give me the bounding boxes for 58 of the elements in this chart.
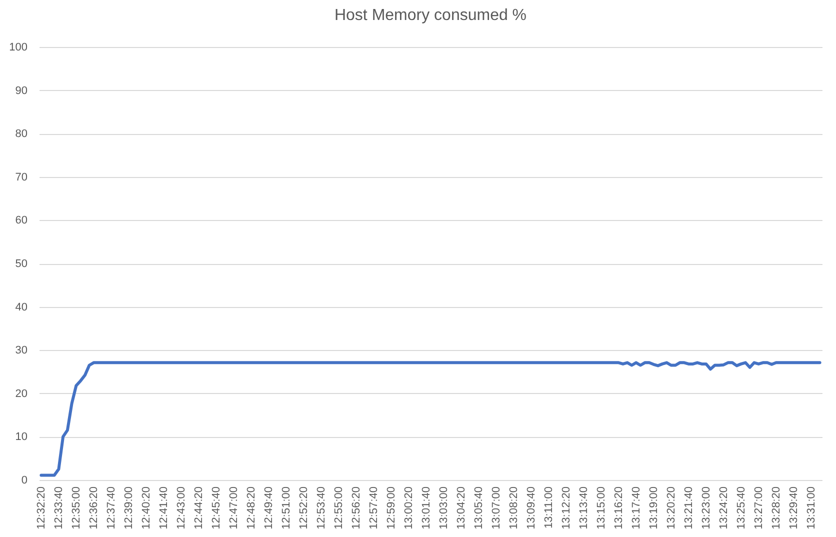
y-tick-label: 10 [15,431,28,444]
y-tick-label: 60 [15,214,28,227]
x-tick-label: 13:07:00 [490,486,503,530]
chart-title: Host Memory consumed % [334,7,527,24]
x-tick-label: 13:04:20 [456,486,468,530]
y-tick-label: 70 [15,171,28,184]
x-tick-label: 13:19:00 [648,486,660,530]
x-tick-label: 12:37:40 [106,486,118,530]
x-tick-label: 13:12:20 [560,486,573,530]
x-tick-label: 13:20:20 [666,486,678,530]
y-tick-label: 40 [15,301,28,314]
x-tick-label: 13:27:00 [753,486,766,530]
x-tick-label: 12:40:20 [140,486,153,530]
x-tick-label: 13:29:40 [788,486,800,530]
y-tick-label: 30 [15,344,28,357]
x-tick-label: 13:08:20 [508,486,520,530]
x-tick-label: 13:01:40 [420,486,433,530]
y-tick-label: 90 [15,84,28,97]
x-tick-label: 12:52:20 [298,486,310,530]
x-tick-label: 13:21:40 [683,486,696,530]
x-tick-label: 12:56:20 [350,486,363,530]
x-tick-label: 12:55:00 [333,486,346,530]
x-tick-label: 12:32:20 [36,486,48,530]
x-tick-label: 13:24:20 [718,486,730,530]
x-tick-label: 12:51:00 [280,486,293,530]
y-tick-label: 50 [15,258,28,270]
x-tick-label: 12:45:40 [210,486,223,530]
x-tick-label: 12:44:20 [193,486,206,530]
x-tick-label: 13:09:40 [526,486,538,530]
x-tick-label: 12:33:40 [53,486,66,530]
x-tick-label: 12:47:00 [228,486,240,530]
y-tick-label: 80 [15,128,28,140]
x-tick-label: 12:49:40 [263,486,276,530]
x-tick-label: 13:28:20 [770,486,783,530]
x-tick-label: 12:59:00 [386,486,398,530]
x-tick-label: 12:41:40 [158,486,170,530]
y-tick-label: 0 [21,474,28,486]
x-tick-label: 12:57:40 [368,486,380,530]
line-series [40,361,822,477]
x-tick-label: 13:03:00 [438,486,450,530]
x-tick-label: 12:53:40 [316,486,328,530]
x-tick-label: 13:17:40 [630,486,643,530]
x-tick-label: 13:15:00 [596,486,608,530]
x-tick-label: 12:48:20 [246,486,258,530]
y-tick-label: 100 [9,42,28,54]
x-tick-label: 12:35:00 [70,486,83,530]
x-tick-label: 13:11:00 [543,486,556,529]
x-tick-label: 12:36:20 [88,486,100,530]
x-tick-label: 13:00:20 [403,486,416,530]
x-tick-label: 13:13:40 [578,486,590,530]
x-tick-label: 13:23:00 [700,486,713,530]
x-tick-label: 13:05:40 [473,486,486,530]
x-tick-label: 12:43:00 [176,486,188,530]
y-tick-label: 20 [15,388,28,400]
x-tick-label: 13:31:00 [806,486,818,530]
x-tick-label: 12:39:00 [123,486,136,530]
x-tick-label: 13:25:40 [736,486,748,530]
x-tick-label: 13:16:20 [613,486,626,530]
